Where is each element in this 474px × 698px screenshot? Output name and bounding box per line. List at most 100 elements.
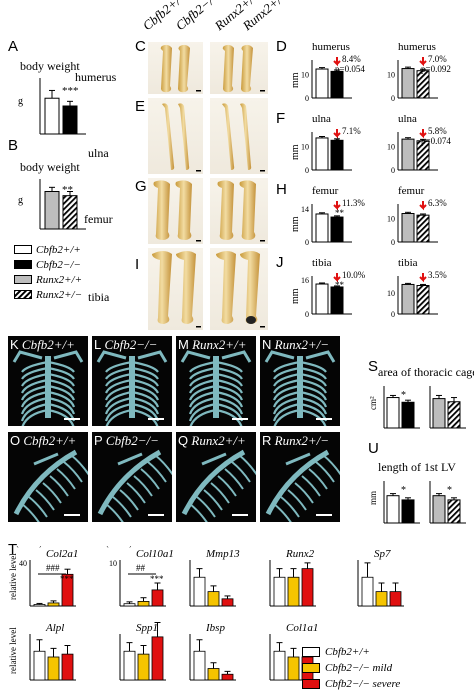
chart-a: g *** <box>18 78 86 135</box>
photo-c-humerus <box>148 42 268 94</box>
legend-label: Cbfb2−/− mild <box>325 662 393 674</box>
bar <box>137 601 150 607</box>
legend-swatch-ko <box>14 260 32 269</box>
ytick: 0 <box>391 310 395 319</box>
ytick: 0 <box>305 94 309 103</box>
legend-swatch-gray <box>14 275 32 284</box>
u-title: length of 1st LV <box>378 460 456 475</box>
rib-right <box>131 384 160 401</box>
gene-chart-ibsp: Ibsp <box>189 622 236 681</box>
bar-Runx2 <box>416 70 430 99</box>
rib-left <box>189 372 217 387</box>
bar-Runx2 <box>416 285 430 315</box>
scapula-left <box>96 350 127 363</box>
bar <box>47 602 60 607</box>
chart-f-right: ulna 0 10 5.8%p=0.074 <box>387 113 451 175</box>
rib-right <box>299 408 327 426</box>
bar <box>193 576 206 607</box>
rib <box>126 482 146 504</box>
bar <box>221 598 234 607</box>
rib <box>224 468 244 490</box>
legend-item-runx-het: Runx2+/− <box>14 287 129 302</box>
rib-right <box>299 396 328 415</box>
gene-chart-mmp13: Mmp13 <box>189 548 240 607</box>
rib <box>154 454 172 476</box>
ct-title: R Runx2+/− <box>262 433 330 448</box>
chart-title: ulna <box>312 113 331 125</box>
bar <box>273 576 286 607</box>
scale-bar <box>316 418 332 420</box>
ct-skeleton <box>97 449 172 522</box>
ct-title: O Cbfb2+/+ <box>10 433 77 448</box>
bar <box>123 650 136 681</box>
panel-letter-j: J <box>276 254 284 271</box>
rib-right <box>131 396 160 415</box>
ct-panel-q: Q Runx2+/+ <box>176 432 256 522</box>
panel-letter-d: D <box>276 38 287 55</box>
rib-left <box>272 402 301 422</box>
chart-s: cm² * <box>368 386 466 429</box>
panel-letter-a: A <box>8 38 19 55</box>
rib-left <box>105 360 133 373</box>
rib-left <box>272 384 301 401</box>
scale-bar <box>316 514 332 516</box>
humerus <box>117 452 143 466</box>
rib-left <box>105 372 133 387</box>
rib <box>21 503 40 522</box>
rib <box>308 468 328 490</box>
bar-Runx2 <box>62 195 78 230</box>
gene-name: Runx2 <box>285 548 315 560</box>
scale-bar <box>232 418 248 420</box>
bar <box>151 636 164 681</box>
scapula-right <box>305 350 336 363</box>
bar <box>47 656 60 681</box>
rib <box>196 496 216 518</box>
bar-Runx2 <box>44 191 60 230</box>
bar <box>123 603 136 607</box>
legend-label: Cbfb2−/− <box>36 258 81 271</box>
down-arrow <box>333 273 341 283</box>
rib-left <box>105 408 133 426</box>
ct-panel-m: M Runx2+/+ <box>176 336 256 426</box>
ytick: 0 <box>305 166 309 175</box>
chart-title: tibia <box>398 257 418 269</box>
chart-title: femur <box>398 185 425 197</box>
rib-right <box>299 372 327 387</box>
rib-right <box>131 408 159 426</box>
ylabel-relative: relative level <box>8 627 18 674</box>
ct-title: Q Runx2+/+ <box>178 433 246 448</box>
rib-left <box>104 384 133 401</box>
down-arrow <box>333 57 341 67</box>
ct-title: M Runx2+/+ <box>178 337 247 352</box>
bone-label-humerus: humerus <box>75 70 117 84</box>
rib-right <box>215 360 243 373</box>
rib-left <box>21 408 49 426</box>
percent-change: 5.8% <box>428 126 447 136</box>
legend-label: Runx2+/+ <box>36 273 83 286</box>
significance: p=0.074 <box>421 136 451 146</box>
rib-right <box>131 366 159 380</box>
bar <box>389 591 402 607</box>
gene-name: Col2a1 <box>46 548 78 560</box>
photo-g-femur <box>148 178 268 244</box>
significance: * <box>335 136 340 146</box>
bar <box>207 591 220 607</box>
scapula-right <box>53 350 84 363</box>
chart-title: ulna <box>398 113 417 125</box>
rib <box>238 454 256 476</box>
gene-chart-runx2: Runx2 <box>269 548 316 607</box>
rib-right <box>131 378 160 394</box>
ct-title: L Cbfb2−/− <box>94 337 158 352</box>
rib-left <box>273 366 301 380</box>
ytick: 0 <box>391 238 395 247</box>
rib-right <box>47 384 76 401</box>
panel-letter-e: E <box>135 98 146 115</box>
scale-bar <box>232 514 248 516</box>
u-title-text: length of 1st LV <box>378 460 456 474</box>
scapula-right <box>221 350 252 363</box>
ct-skeleton <box>264 350 336 426</box>
rib <box>147 461 167 483</box>
rib-right <box>215 372 243 387</box>
rib <box>280 496 300 518</box>
ylabel-relative: relative level <box>8 553 18 600</box>
